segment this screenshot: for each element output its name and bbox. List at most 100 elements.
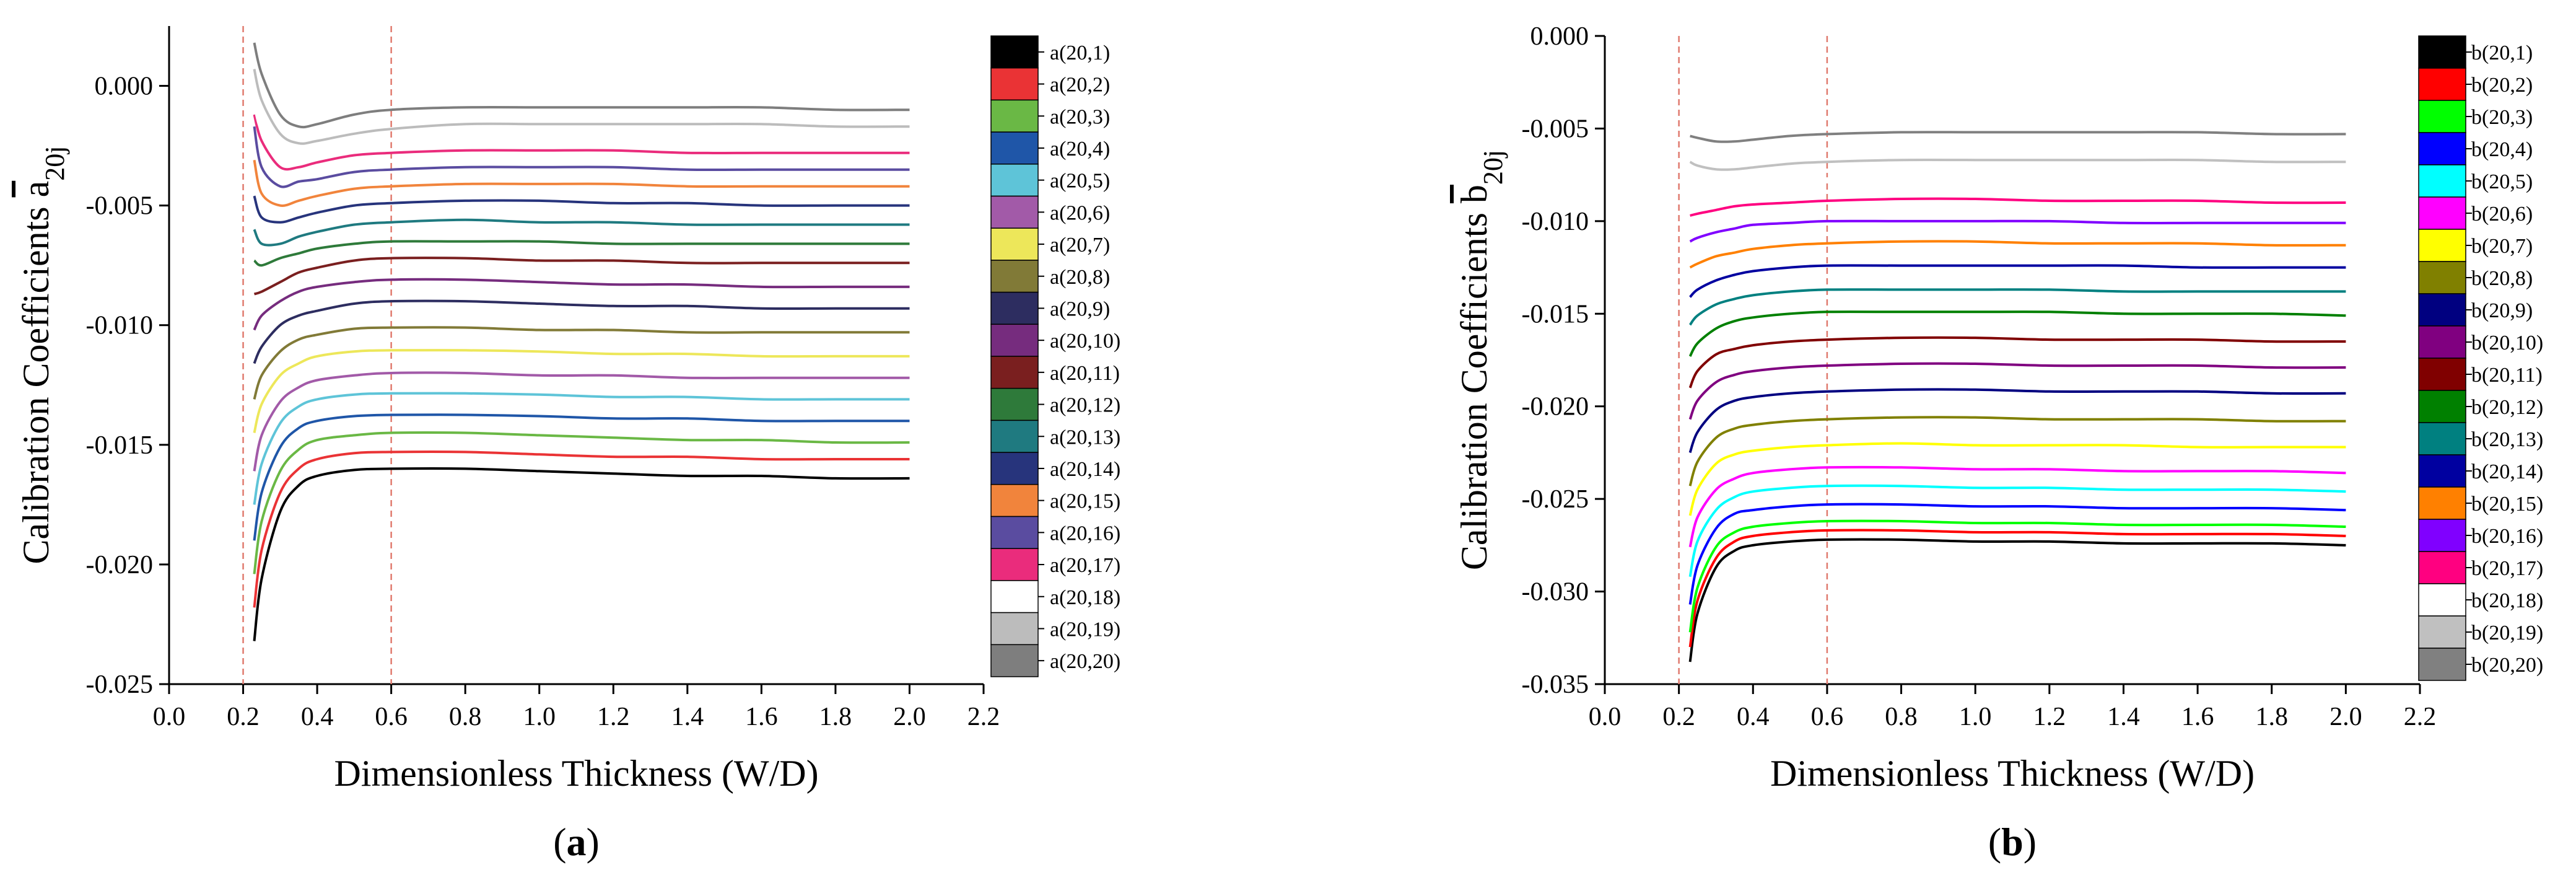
legend-swatch bbox=[990, 195, 1039, 229]
legend-label: b(20,14) bbox=[2471, 460, 2543, 483]
legend-swatch bbox=[2418, 68, 2466, 101]
series-line-b(20,18) bbox=[1690, 177, 2346, 190]
legend-label: b(20,20) bbox=[2471, 654, 2543, 677]
series-line-b(20,1) bbox=[1688, 538, 2346, 662]
legend-swatch bbox=[990, 227, 1039, 261]
legend-swatch bbox=[2418, 390, 2466, 423]
legend-swatch bbox=[2418, 551, 2466, 584]
legend-swatch bbox=[2418, 615, 2466, 649]
legend-swatch bbox=[990, 99, 1039, 133]
panel-label: (a) bbox=[553, 820, 600, 864]
x-tick-label: 2.0 bbox=[2329, 703, 2362, 731]
x-tick-label: 2.0 bbox=[893, 703, 926, 731]
x-tick-label: 1.0 bbox=[1959, 703, 1992, 731]
legend-label: a(20,13) bbox=[1050, 426, 1120, 449]
legend-swatch bbox=[990, 260, 1039, 293]
legend-swatch bbox=[990, 67, 1039, 101]
series-line-b(20,5) bbox=[1688, 484, 2346, 578]
panel-label: (b) bbox=[1988, 820, 2037, 864]
legend-swatch bbox=[2418, 583, 2466, 617]
legend-label: b(20,3) bbox=[2471, 106, 2533, 129]
legend-label: a(20,5) bbox=[1050, 170, 1110, 193]
legend-swatch bbox=[990, 484, 1039, 517]
legend-swatch bbox=[2418, 293, 2466, 327]
series-line-a(20,1) bbox=[253, 467, 910, 641]
legend-label: b(20,19) bbox=[2471, 622, 2543, 644]
legend-label: a(20,4) bbox=[1050, 138, 1110, 160]
legend-swatch bbox=[990, 612, 1039, 646]
y-tick-label: -0.010 bbox=[1522, 208, 1589, 236]
legend-swatch bbox=[2418, 325, 2466, 359]
legend-label: b(20,17) bbox=[2471, 557, 2543, 580]
legend-label: a(20,7) bbox=[1050, 234, 1110, 257]
y-axis-label-text: Calibration Coefficients bbox=[1454, 203, 1495, 570]
legend-label: a(20,14) bbox=[1050, 458, 1120, 481]
x-tick-label: 1.8 bbox=[819, 703, 852, 731]
legend-label: a(20,8) bbox=[1050, 266, 1110, 289]
series-line-b(20,3) bbox=[1688, 519, 2346, 633]
legend-swatch bbox=[2418, 648, 2466, 681]
series-line-b(20,15) bbox=[1689, 240, 2346, 269]
legend-swatch bbox=[990, 356, 1039, 389]
legend-label: a(20,11) bbox=[1050, 362, 1120, 385]
series-line-b(20,17) bbox=[1690, 197, 2346, 217]
y-tick-label: 0.000 bbox=[95, 73, 154, 101]
legend-swatch bbox=[2418, 196, 2466, 230]
y-axis-label-symbol: b bbox=[1454, 185, 1495, 203]
legend-label: a(20,2) bbox=[1050, 74, 1110, 97]
legend-swatch bbox=[990, 164, 1039, 197]
legend-label: b(20,2) bbox=[2471, 74, 2533, 97]
y-tick-label: -0.015 bbox=[1522, 300, 1589, 328]
series-line-a(20,3) bbox=[253, 431, 910, 574]
series-line-b(20,10) bbox=[1688, 362, 2346, 420]
legend-swatch bbox=[990, 580, 1039, 613]
series-line-b(20,9) bbox=[1688, 388, 2346, 454]
y-tick-label: -0.005 bbox=[1522, 115, 1589, 143]
legend-label: b(20,18) bbox=[2471, 589, 2543, 612]
series-line-b(20,13) bbox=[1688, 288, 2346, 326]
x-tick-label: 0.0 bbox=[153, 703, 186, 731]
x-tick-label: 0.4 bbox=[1737, 703, 1770, 731]
series-line-b(20,11) bbox=[1688, 336, 2346, 389]
x-tick-label: 0.0 bbox=[1589, 703, 1622, 731]
legend-label: b(20,13) bbox=[2471, 428, 2543, 451]
y-tick-label: -0.025 bbox=[86, 670, 154, 699]
legend-label: a(20,6) bbox=[1050, 201, 1110, 224]
legend-label: b(20,12) bbox=[2471, 396, 2543, 419]
legend-label: a(20,16) bbox=[1050, 522, 1120, 545]
series-line-b(20,16) bbox=[1689, 219, 2346, 243]
series-line-b(20,6) bbox=[1688, 465, 2346, 548]
series-line-a(20,18) bbox=[253, 104, 910, 156]
legend-swatch bbox=[990, 323, 1039, 357]
legend-label: a(20,20) bbox=[1050, 650, 1120, 673]
y-tick-label: -0.015 bbox=[86, 431, 154, 460]
series-line-a(20,9) bbox=[253, 299, 910, 364]
legend-swatch bbox=[2418, 486, 2466, 520]
series-line-b(20,20) bbox=[1690, 131, 2346, 143]
chart-panel-b: 0.0 0.2 0.4 0.6 0.8 1.0 1.2 1.4 1.6 1.8 2.0 2.2 0.00… bbox=[1454, 22, 2543, 864]
legend-swatch bbox=[2418, 261, 2466, 294]
legend-swatch bbox=[2418, 358, 2466, 391]
x-tick-label: 0.2 bbox=[227, 703, 260, 731]
legend-label: b(20,4) bbox=[2471, 138, 2533, 161]
y-axis-label-subscript: 20j bbox=[40, 146, 70, 181]
series-line-b(20,7) bbox=[1688, 442, 2346, 516]
x-tick-label: 1.8 bbox=[2255, 703, 2288, 731]
legend-label: a(20,3) bbox=[1050, 105, 1110, 128]
x-tick-label: 0.6 bbox=[1811, 703, 1844, 731]
y-tick-label: -0.010 bbox=[86, 312, 154, 340]
series-line-a(20,4) bbox=[253, 413, 910, 541]
legend-label: a(20,17) bbox=[1050, 554, 1120, 577]
y-tick-label: -0.030 bbox=[1522, 578, 1589, 607]
legend-label: b(20,11) bbox=[2471, 364, 2543, 387]
series-line-a(20,7) bbox=[253, 349, 910, 434]
series-line-b(20,2) bbox=[1688, 529, 2346, 648]
series-line-b(20,12) bbox=[1688, 310, 2346, 357]
legend-swatch bbox=[990, 35, 1039, 69]
legend-swatch bbox=[2418, 35, 2466, 69]
legend-swatch bbox=[990, 516, 1039, 549]
x-tick-label: 1.2 bbox=[597, 703, 630, 731]
y-axis-label-symbol: a bbox=[15, 181, 56, 198]
x-tick-label: 0.8 bbox=[449, 703, 482, 731]
